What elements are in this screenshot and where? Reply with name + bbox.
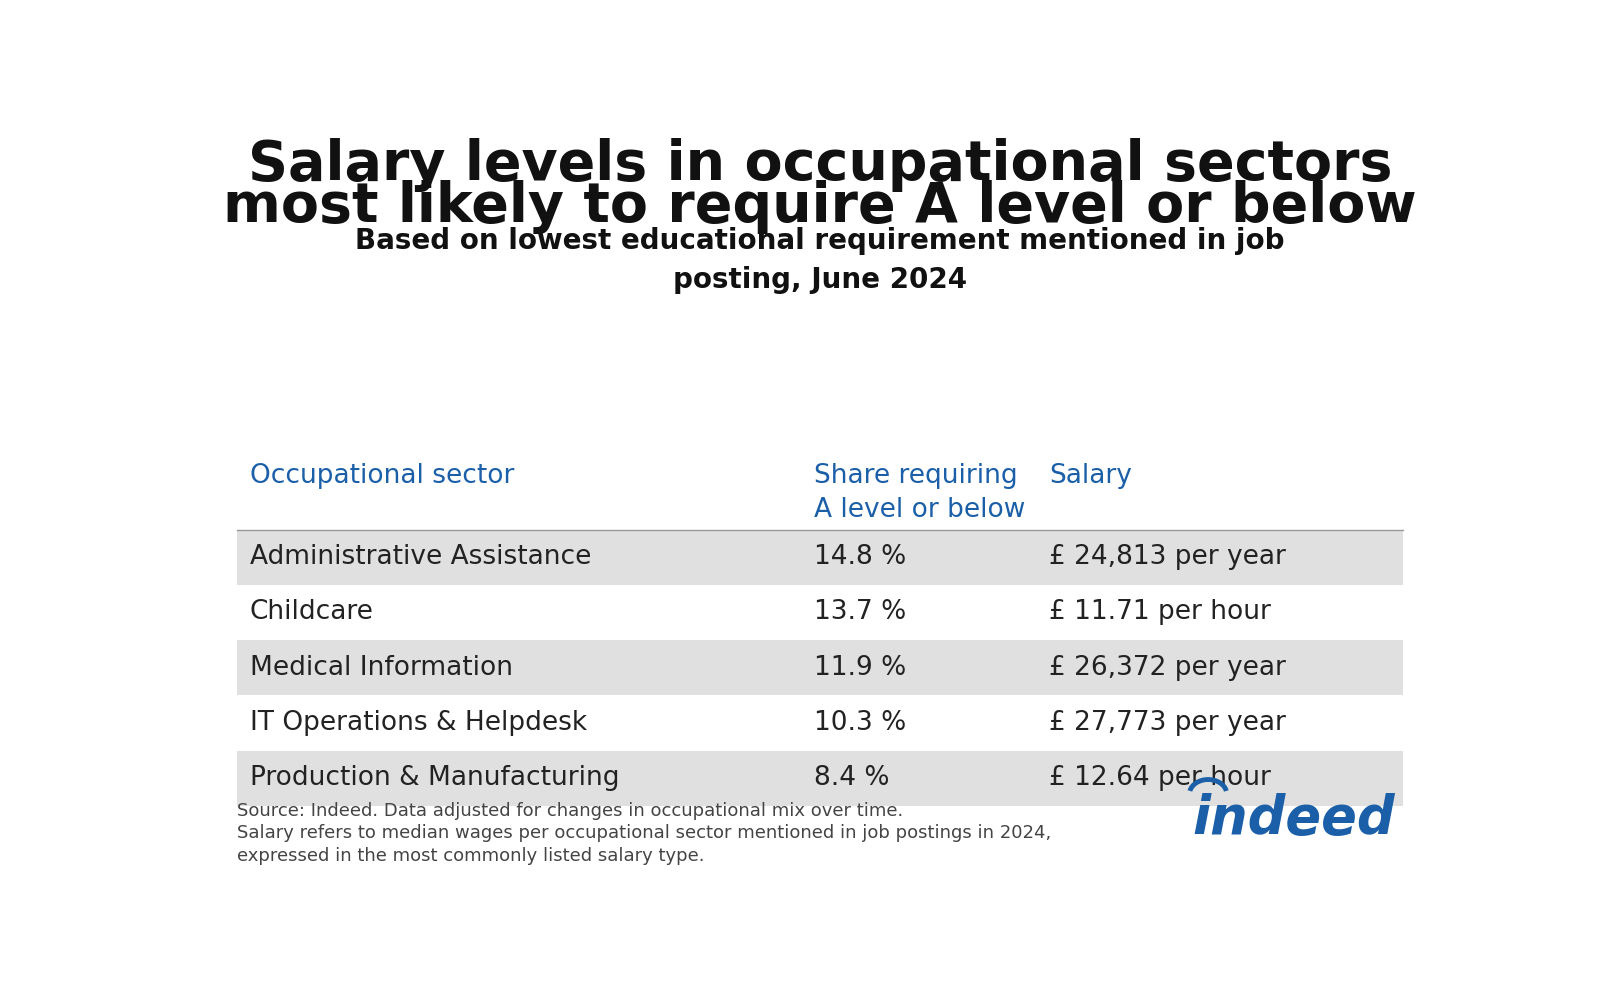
Text: most likely to require A level or below: most likely to require A level or below [222, 180, 1418, 234]
Text: indeed: indeed [1192, 793, 1395, 845]
Text: IT Operations & Helpdesk: IT Operations & Helpdesk [250, 710, 587, 736]
Text: £ 24,813 per year: £ 24,813 per year [1050, 544, 1286, 570]
Bar [237, 751, 1403, 806]
Text: expressed in the most commonly listed salary type.: expressed in the most commonly listed sa… [237, 847, 704, 865]
Bar [237, 529, 1403, 584]
Text: £ 27,773 per year: £ 27,773 per year [1050, 710, 1286, 736]
Text: 8.4 %: 8.4 % [814, 766, 890, 791]
Text: Based on lowest educational requirement mentioned in job
posting, June 2024: Based on lowest educational requirement … [355, 227, 1285, 294]
Text: £ 11.71 per hour: £ 11.71 per hour [1050, 599, 1272, 626]
Text: £ 12.64 per hour: £ 12.64 per hour [1050, 766, 1272, 791]
Text: 13.7 %: 13.7 % [814, 599, 906, 626]
Text: Source: Indeed. Data adjusted for changes in occupational mix over time.: Source: Indeed. Data adjusted for change… [237, 802, 904, 820]
Text: 11.9 %: 11.9 % [814, 654, 906, 681]
Text: Salary: Salary [1050, 462, 1133, 489]
Text: Occupational sector: Occupational sector [250, 462, 514, 489]
Text: 14.8 %: 14.8 % [814, 544, 906, 570]
Text: £ 26,372 per year: £ 26,372 per year [1050, 654, 1286, 681]
Text: Production & Manufacturing: Production & Manufacturing [250, 766, 619, 791]
Text: Salary refers to median wages per occupational sector mentioned in job postings : Salary refers to median wages per occupa… [237, 825, 1051, 842]
Text: Childcare: Childcare [250, 599, 373, 626]
Bar [237, 641, 1403, 696]
Text: Share requiring
A level or below: Share requiring A level or below [814, 462, 1026, 523]
Text: 10.3 %: 10.3 % [814, 710, 906, 736]
Text: Medical Information: Medical Information [250, 654, 512, 681]
Text: Administrative Assistance: Administrative Assistance [250, 544, 590, 570]
Text: Salary levels in occupational sectors: Salary levels in occupational sectors [248, 138, 1392, 192]
